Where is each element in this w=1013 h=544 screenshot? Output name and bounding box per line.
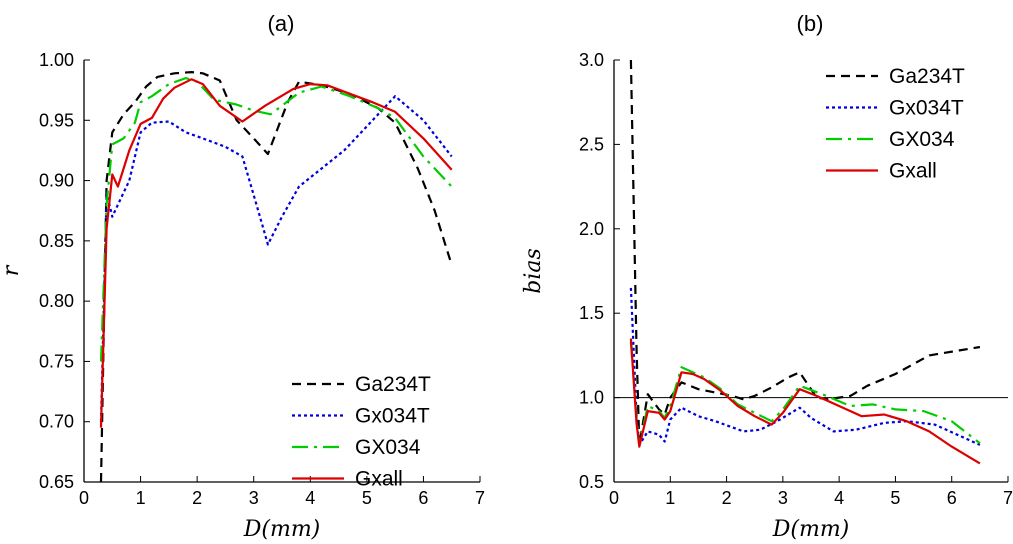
- x-axis-label: D(mm): [243, 517, 321, 542]
- y-axis-label: r: [0, 264, 24, 276]
- x-tick-label: 4: [305, 488, 315, 508]
- y-tick-label: 3.0: [579, 50, 604, 70]
- y-tick-label: 0.65: [39, 472, 74, 492]
- x-tick-label: 5: [362, 488, 372, 508]
- x-tick-label: 2: [192, 488, 202, 508]
- chart-panel-a: (a) 0 1 2 3 4 5 6 7 0.65 0.70 0.75 0.80 0.85 0.90 0.95 1…: [0, 11, 485, 542]
- legend: Ga234T Gx034T GX034 Gxall: [292, 373, 431, 491]
- series-line-gxall: [629, 338, 981, 465]
- x-tick-label: 6: [418, 488, 428, 508]
- legend-label: Ga234T: [889, 65, 965, 88]
- y-tick-label: 0.90: [39, 171, 74, 191]
- chart-title: (a): [268, 11, 295, 36]
- series-line-ga234t: [629, 60, 981, 446]
- x-tick-label: 6: [947, 488, 957, 508]
- x-tick-label: 5: [890, 488, 900, 508]
- series-line-gx034: [99, 76, 453, 362]
- legend-label: Gxall: [889, 160, 937, 183]
- x-tick-label: 1: [665, 488, 675, 508]
- y-tick-label: 1.5: [579, 303, 604, 323]
- x-tick-label: 0: [79, 488, 89, 508]
- x-tick-label: 7: [475, 488, 485, 508]
- chart-panel-b: (b) 0 1 2 3 4 5 6 7 0.5 1.0 1.5 2.0 2.5 3.0 D(mm) bias Ga…: [521, 11, 1013, 542]
- x-tick-label: 7: [1003, 488, 1013, 508]
- legend-label: GX034: [889, 128, 955, 151]
- x-tick-label: 3: [778, 488, 788, 508]
- series-line-gx034: [629, 341, 981, 446]
- legend-label: Gxall: [355, 468, 403, 491]
- y-tick-label: 0.70: [39, 412, 74, 432]
- series-line-gxall: [99, 78, 453, 428]
- y-tick-label: 2.0: [579, 219, 604, 239]
- x-tick-label: 2: [722, 488, 732, 508]
- x-tick-label: 4: [834, 488, 844, 508]
- y-tick-label: 0.95: [39, 110, 74, 130]
- series-line-ga234t: [99, 70, 453, 482]
- y-tick-label: 1.00: [39, 50, 74, 70]
- series-group: [629, 60, 981, 465]
- chart-title: (b): [797, 11, 824, 36]
- y-tick-label: 0.85: [39, 231, 74, 251]
- legend: Ga234T Gx034T GX034 Gxall: [826, 65, 965, 183]
- y-axis-label: bias: [521, 248, 546, 294]
- legend-label: Ga234T: [355, 373, 431, 396]
- x-tick-label: 3: [249, 488, 259, 508]
- y-tick-label: 0.80: [39, 291, 74, 311]
- legend-label: Gx034T: [889, 97, 964, 120]
- legend-label: Gx034T: [355, 405, 430, 428]
- legend-label: GX034: [355, 436, 421, 459]
- series-line-gx034t: [629, 287, 981, 446]
- y-tick-label: 0.5: [579, 472, 604, 492]
- y-tick-label: 1.0: [579, 388, 604, 408]
- x-tick-label: 1: [136, 488, 146, 508]
- series-group: [99, 70, 453, 482]
- y-tick-label: 2.5: [579, 134, 604, 154]
- y-tick-label: 0.75: [39, 351, 74, 371]
- x-tick-label: 0: [609, 488, 619, 508]
- x-axis-label: D(mm): [772, 517, 850, 542]
